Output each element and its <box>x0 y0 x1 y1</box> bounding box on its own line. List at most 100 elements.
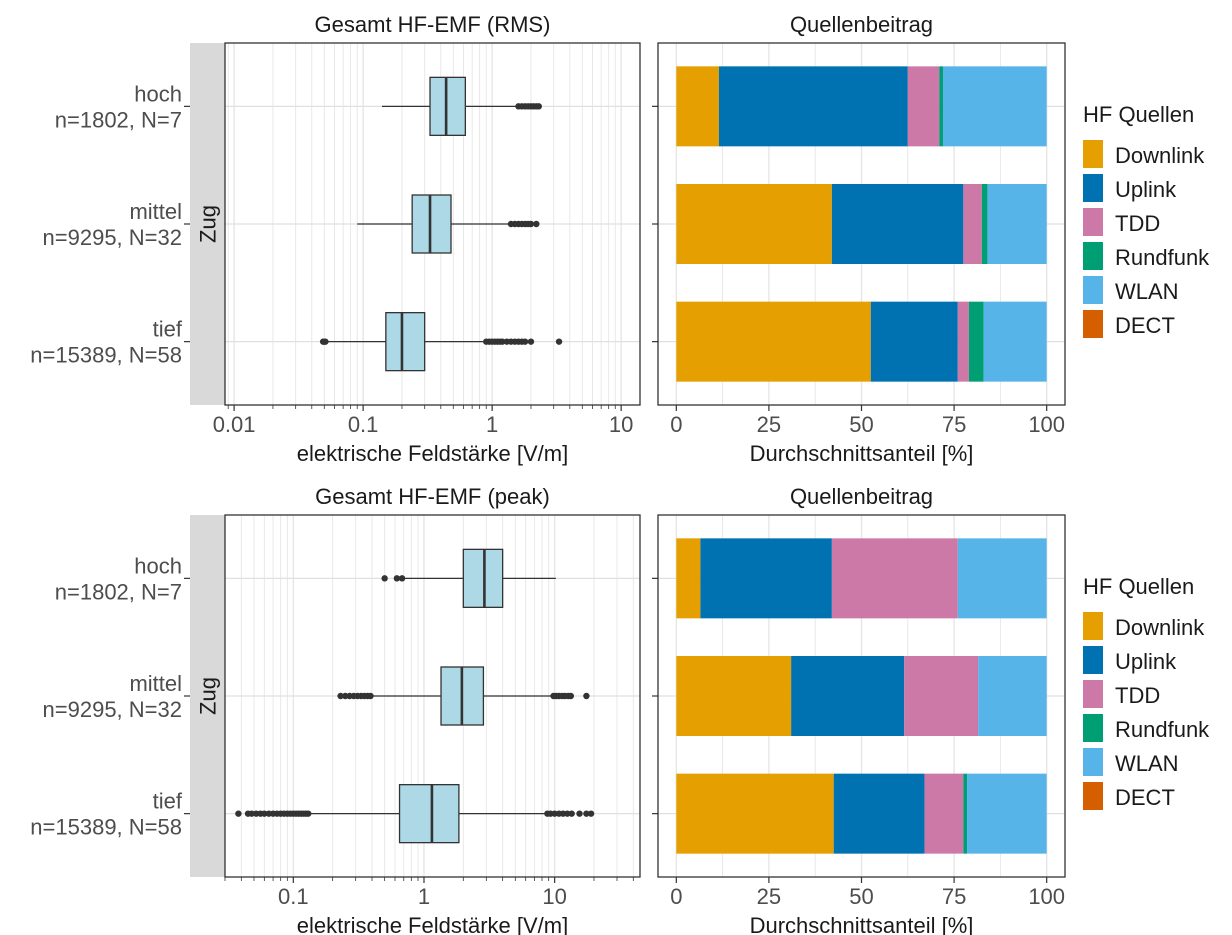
category-label: hoch <box>134 81 182 106</box>
bar-segment-rundfunk <box>968 301 984 382</box>
category-label: tief <box>153 789 183 814</box>
bar-segment-downlink <box>676 773 834 854</box>
legend-label: Downlink <box>1115 615 1205 640</box>
outlier-point <box>248 810 255 817</box>
legend-label: Uplink <box>1115 649 1177 674</box>
facet-strip-label: Zug <box>196 205 221 243</box>
outlier-point <box>587 810 595 817</box>
legend-swatch <box>1083 680 1103 708</box>
bar-segment-rundfunk <box>963 773 968 854</box>
panel-title: Quellenbeitrag <box>790 12 933 37</box>
bar-segment-wlan <box>983 301 1047 382</box>
bar-segment-wlan <box>967 773 1047 854</box>
facet-strip <box>190 515 225 877</box>
legend-label: DECT <box>1115 313 1175 338</box>
x-tick-label: 10 <box>542 884 566 909</box>
box <box>429 76 466 136</box>
bar-segment-tdd <box>831 538 958 619</box>
facet-strip <box>190 43 225 405</box>
outlier-point <box>393 575 401 582</box>
x-axis-title: elektrische Feldstärke [V/m] <box>297 441 568 466</box>
bar-segment-downlink <box>676 656 792 736</box>
legend-swatch <box>1083 782 1103 810</box>
legend-label: DECT <box>1115 785 1175 810</box>
panel-title: Gesamt HF-EMF (RMS) <box>315 12 551 37</box>
category-label: mittel <box>129 671 182 696</box>
box <box>385 311 426 372</box>
category-label: n=15389, N=58 <box>30 343 182 368</box>
legend-swatch <box>1083 140 1103 168</box>
x-tick-label: 1 <box>486 412 498 437</box>
legend-swatch <box>1083 276 1103 304</box>
bar-segment-uplink <box>833 773 925 854</box>
x-tick-label: 0 <box>670 412 682 437</box>
outlier-point <box>521 338 529 345</box>
legend-label: WLAN <box>1115 751 1179 776</box>
bar-segment-wlan <box>978 656 1047 736</box>
outlier-point <box>337 692 344 700</box>
bar-segment-uplink <box>831 184 964 264</box>
x-tick-label: 100 <box>1028 884 1065 909</box>
x-tick-label: 75 <box>942 884 966 909</box>
x-tick-label: 0.1 <box>278 884 309 909</box>
legend-label: WLAN <box>1115 279 1179 304</box>
x-axis-title: Durchschnittsanteil [%] <box>750 441 974 466</box>
x-tick-label: 0.01 <box>213 412 256 437</box>
panel-title: Quellenbeitrag <box>790 484 933 509</box>
category-label: n=9295, N=32 <box>43 697 182 722</box>
box <box>411 194 452 254</box>
panel-border <box>224 514 641 878</box>
legend-swatch <box>1083 646 1103 674</box>
category-label: n=1802, N=7 <box>55 579 182 604</box>
outlier-point <box>381 575 388 582</box>
outlier-point <box>583 692 590 700</box>
outlier-point <box>322 338 329 345</box>
x-axis-title: elektrische Feldstärke [V/m] <box>297 913 568 935</box>
outlier-point <box>576 810 583 817</box>
legend-label: TDD <box>1115 211 1160 236</box>
panel-title: Gesamt HF-EMF (peak) <box>315 484 550 509</box>
bar-segment-downlink <box>676 184 832 264</box>
outlier-point <box>535 103 543 110</box>
outlier-point <box>527 338 535 345</box>
bar-segment-tdd <box>904 656 979 736</box>
category-label: n=9295, N=32 <box>43 225 182 250</box>
legend-swatch <box>1083 310 1103 338</box>
legend-swatch <box>1083 242 1103 270</box>
category-label: tief <box>153 317 183 342</box>
x-tick-label: 75 <box>942 412 966 437</box>
bar-segment-downlink <box>676 301 871 382</box>
legend-title: HF Quellen <box>1083 574 1194 599</box>
legend-swatch <box>1083 612 1103 640</box>
x-tick-label: 10 <box>609 412 633 437</box>
outlier-point <box>398 575 406 582</box>
outlier-point <box>533 220 540 228</box>
x-tick-label: 50 <box>849 884 873 909</box>
category-label: n=15389, N=58 <box>30 815 182 840</box>
bar-segment-rundfunk <box>939 66 943 147</box>
bar-segment-wlan <box>987 184 1047 264</box>
bar-segment-wlan <box>957 538 1047 619</box>
legend-swatch <box>1083 174 1103 202</box>
outlier-point <box>499 338 506 345</box>
box <box>398 784 460 844</box>
bar-segment-tdd <box>957 301 969 382</box>
outlier-point <box>367 692 374 700</box>
legend-swatch <box>1083 208 1103 236</box>
outlier-point <box>235 810 242 817</box>
box <box>462 548 504 608</box>
bar-segment-uplink <box>870 301 958 382</box>
category-label: hoch <box>134 553 182 578</box>
bar-segment-downlink <box>676 66 719 147</box>
panel-border <box>657 514 1066 878</box>
x-tick-label: 50 <box>849 412 873 437</box>
legend-swatch <box>1083 714 1103 742</box>
outlier-point <box>568 810 575 817</box>
category-label: mittel <box>129 199 182 224</box>
x-tick-label: 1 <box>418 884 430 909</box>
bar-segment-downlink <box>676 538 701 619</box>
legend-label: Rundfunk <box>1115 717 1210 742</box>
facet-strip-label: Zug <box>196 677 221 715</box>
bar-segment-rundfunk <box>981 184 988 264</box>
